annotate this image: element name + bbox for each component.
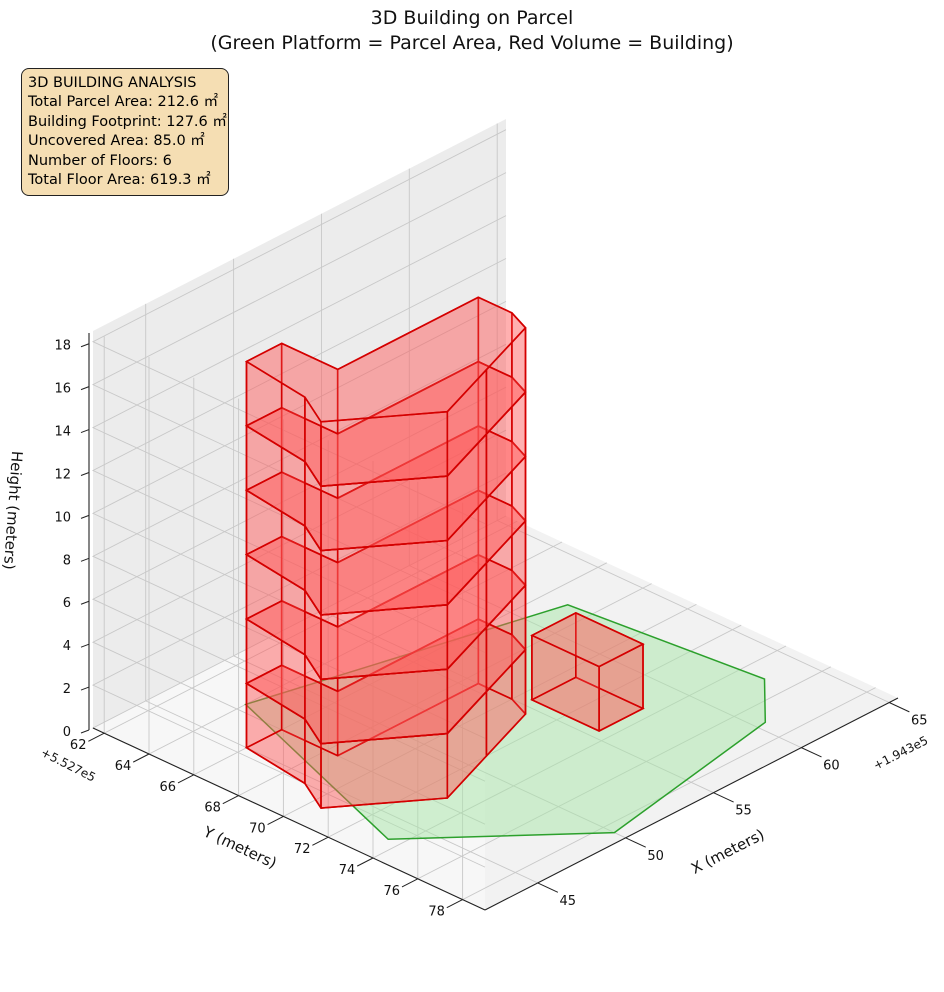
z-tick-label: 0 — [63, 725, 71, 740]
floor-side-face — [320, 475, 449, 552]
z-grid-line — [91, 172, 507, 568]
tick-labels: 4550556065626466687072747678024681012141… — [54, 339, 927, 920]
x-tick-label: 55 — [735, 804, 752, 819]
y-tick-label: 68 — [204, 801, 221, 816]
info-number-of-floors: Number of Floors: 6 — [28, 152, 172, 169]
y-tick-mark — [446, 899, 463, 909]
axis-lines — [88, 333, 899, 911]
y-tick-mark — [312, 836, 329, 846]
z-tick-mark — [80, 643, 90, 648]
z-tick-mark — [80, 600, 90, 605]
y-tick-label: 78 — [428, 905, 445, 920]
x-tick-label: 65 — [911, 714, 928, 729]
y-tick-mark — [132, 753, 150, 763]
z-tick-mark — [80, 729, 90, 734]
y-tick-mark — [356, 857, 374, 867]
floor-side-face — [320, 732, 449, 809]
y-tick-label: 62 — [70, 738, 87, 753]
floor-side-face — [320, 410, 449, 488]
x-tick-mark — [625, 837, 646, 848]
z-tick-label: 4 — [63, 639, 71, 654]
y-axis-line — [92, 727, 486, 911]
z-grid-line — [91, 129, 507, 525]
building-courtyard-block — [530, 612, 645, 732]
z-tick-label: 16 — [54, 382, 71, 397]
z-tick-mark — [80, 429, 90, 434]
x-tick-mark — [801, 747, 822, 758]
z-tick-mark — [80, 514, 90, 519]
x-tick-mark — [889, 702, 910, 713]
z-tick-label: 14 — [54, 425, 71, 440]
y-tick-mark — [177, 774, 195, 784]
z-tick-label: 18 — [54, 339, 71, 354]
z-axis-label: Height (meters) — [0, 450, 26, 570]
info-total-floor-area: Total Floor Area: 619.3 ㎡ — [28, 172, 211, 189]
x-axis-line — [484, 697, 899, 911]
y-offset-label: +5.527e5 — [39, 745, 98, 784]
z-grid-line — [91, 258, 507, 653]
y-axis-label: Y (meters) — [200, 822, 280, 872]
y-tick-label: 72 — [294, 842, 311, 857]
x-offset-label: +1.943e5 — [871, 733, 930, 772]
y-tick-label: 66 — [160, 780, 177, 795]
y-tick-mark — [88, 732, 105, 742]
z-grid-line — [91, 215, 507, 611]
building-floor-5 — [244, 360, 527, 552]
parcel-layer — [244, 604, 767, 841]
x-tick-label: 50 — [647, 849, 664, 864]
chart-subtitle: (Green Platform = Parcel Area, Red Volum… — [210, 32, 734, 54]
x-tick-mark — [537, 882, 559, 893]
floor-side-face — [320, 668, 449, 745]
z-tick-mark — [80, 557, 90, 562]
floor-side-face — [320, 539, 449, 616]
info-heading: 3D BUILDING ANALYSIS — [28, 75, 197, 91]
z-tick-label: 12 — [54, 467, 71, 482]
info-building-footprint: Building Footprint: 127.6 ㎡ — [28, 113, 227, 130]
info-total-parcel-area: Total Parcel Area: 212.6 ㎡ — [28, 94, 219, 111]
chart-title: 3D Building on Parcel — [370, 7, 574, 29]
y-tick-mark — [267, 815, 284, 825]
z-tick-mark — [80, 686, 90, 691]
info-uncovered-area: Uncovered Area: 85.0 ㎡ — [28, 133, 205, 150]
x-tick-label: 45 — [559, 894, 576, 909]
z-tick-label: 2 — [63, 682, 71, 697]
building-floor-2 — [244, 553, 527, 745]
floor-top-face — [244, 296, 527, 423]
z-tick-label: 8 — [63, 553, 71, 568]
z-tick-mark — [80, 386, 90, 391]
y-tick-mark — [222, 795, 239, 805]
z-tick-mark — [80, 472, 90, 476]
x-axis-label: X (meters) — [688, 825, 767, 877]
x-tick-mark — [713, 792, 734, 803]
analysis-info-box: 3D BUILDING ANALYSIS Total Parcel Area: … — [21, 68, 229, 197]
z-tick-label: 6 — [63, 596, 71, 611]
y-tick-label: 74 — [339, 863, 356, 878]
z-tick-label: 10 — [54, 510, 71, 525]
floor-side-face — [320, 603, 449, 681]
building-floor-6 — [244, 296, 527, 488]
building-floor-4 — [244, 425, 527, 616]
y-tick-label: 64 — [115, 759, 132, 774]
parcel-polygon — [244, 604, 767, 841]
z-grid-line — [91, 300, 507, 696]
y-tick-label: 76 — [384, 884, 401, 899]
floor-top-face — [530, 612, 645, 668]
y-tick-label: 70 — [249, 821, 266, 836]
right-wall-pane — [93, 119, 506, 728]
z-tick-mark — [80, 343, 90, 348]
y-tick-mark — [401, 878, 419, 888]
x-tick-label: 60 — [823, 759, 840, 774]
building-floor-1 — [244, 618, 527, 809]
building-layer — [244, 296, 645, 809]
building-floor-3 — [244, 489, 527, 681]
